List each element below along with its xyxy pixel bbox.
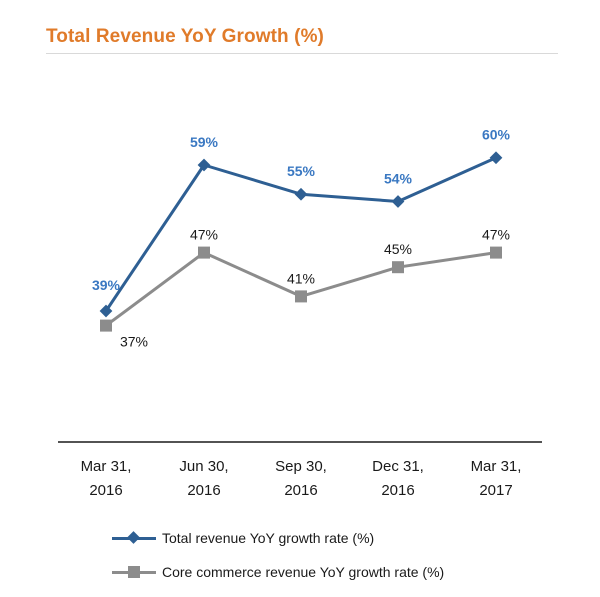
title-divider (46, 53, 558, 54)
x-tick-label-3: Dec 31, 2016 (372, 458, 424, 499)
point-core-1 (198, 246, 210, 259)
data-label-total-3: 54% (384, 171, 413, 187)
legend-label-core: Core commerce revenue YoY growth rate (%… (162, 564, 445, 580)
legend-swatch-total (112, 531, 156, 545)
point-total-1 (197, 158, 211, 172)
point-core-3 (392, 261, 404, 274)
data-label-total-2: 55% (287, 163, 316, 179)
x-tick-label-4: Mar 31, 2017 (471, 458, 522, 499)
point-core-2 (295, 290, 307, 303)
point-total-4 (489, 151, 503, 165)
x-tick-label-2: Sep 30, 2016 (275, 458, 327, 499)
data-label-core-1: 47% (190, 227, 218, 243)
series-line-0 (104, 156, 497, 312)
point-total-3 (391, 195, 405, 208)
data-label-core-0: 37% (120, 334, 148, 350)
legend-item-core: Core commerce revenue YoY growth rate (%… (112, 564, 444, 580)
legend-label-total: Total revenue YoY growth rate (%) (162, 530, 375, 546)
legend-item-total: Total revenue YoY growth rate (%) (112, 530, 374, 546)
data-label-core-4: 47% (482, 227, 510, 243)
point-total-0 (99, 304, 113, 318)
legend-swatch-core (112, 565, 156, 579)
series-line-1 (105, 251, 497, 327)
data-label-core-2: 41% (287, 270, 315, 286)
data-label-total-1: 59% (190, 134, 219, 150)
point-total-2 (294, 187, 308, 201)
data-label-total-0: 39% (92, 277, 121, 293)
chart-title: Total Revenue YoY Growth (%) (46, 26, 324, 47)
x-tick-label-0: Mar 31, 2016 (81, 458, 132, 499)
point-core-0 (100, 319, 112, 332)
x-tick-label-1: Jun 30, 2016 (179, 458, 228, 499)
data-label-core-3: 45% (384, 241, 412, 257)
data-label-total-4: 60% (482, 127, 511, 143)
point-core-4 (490, 246, 502, 259)
